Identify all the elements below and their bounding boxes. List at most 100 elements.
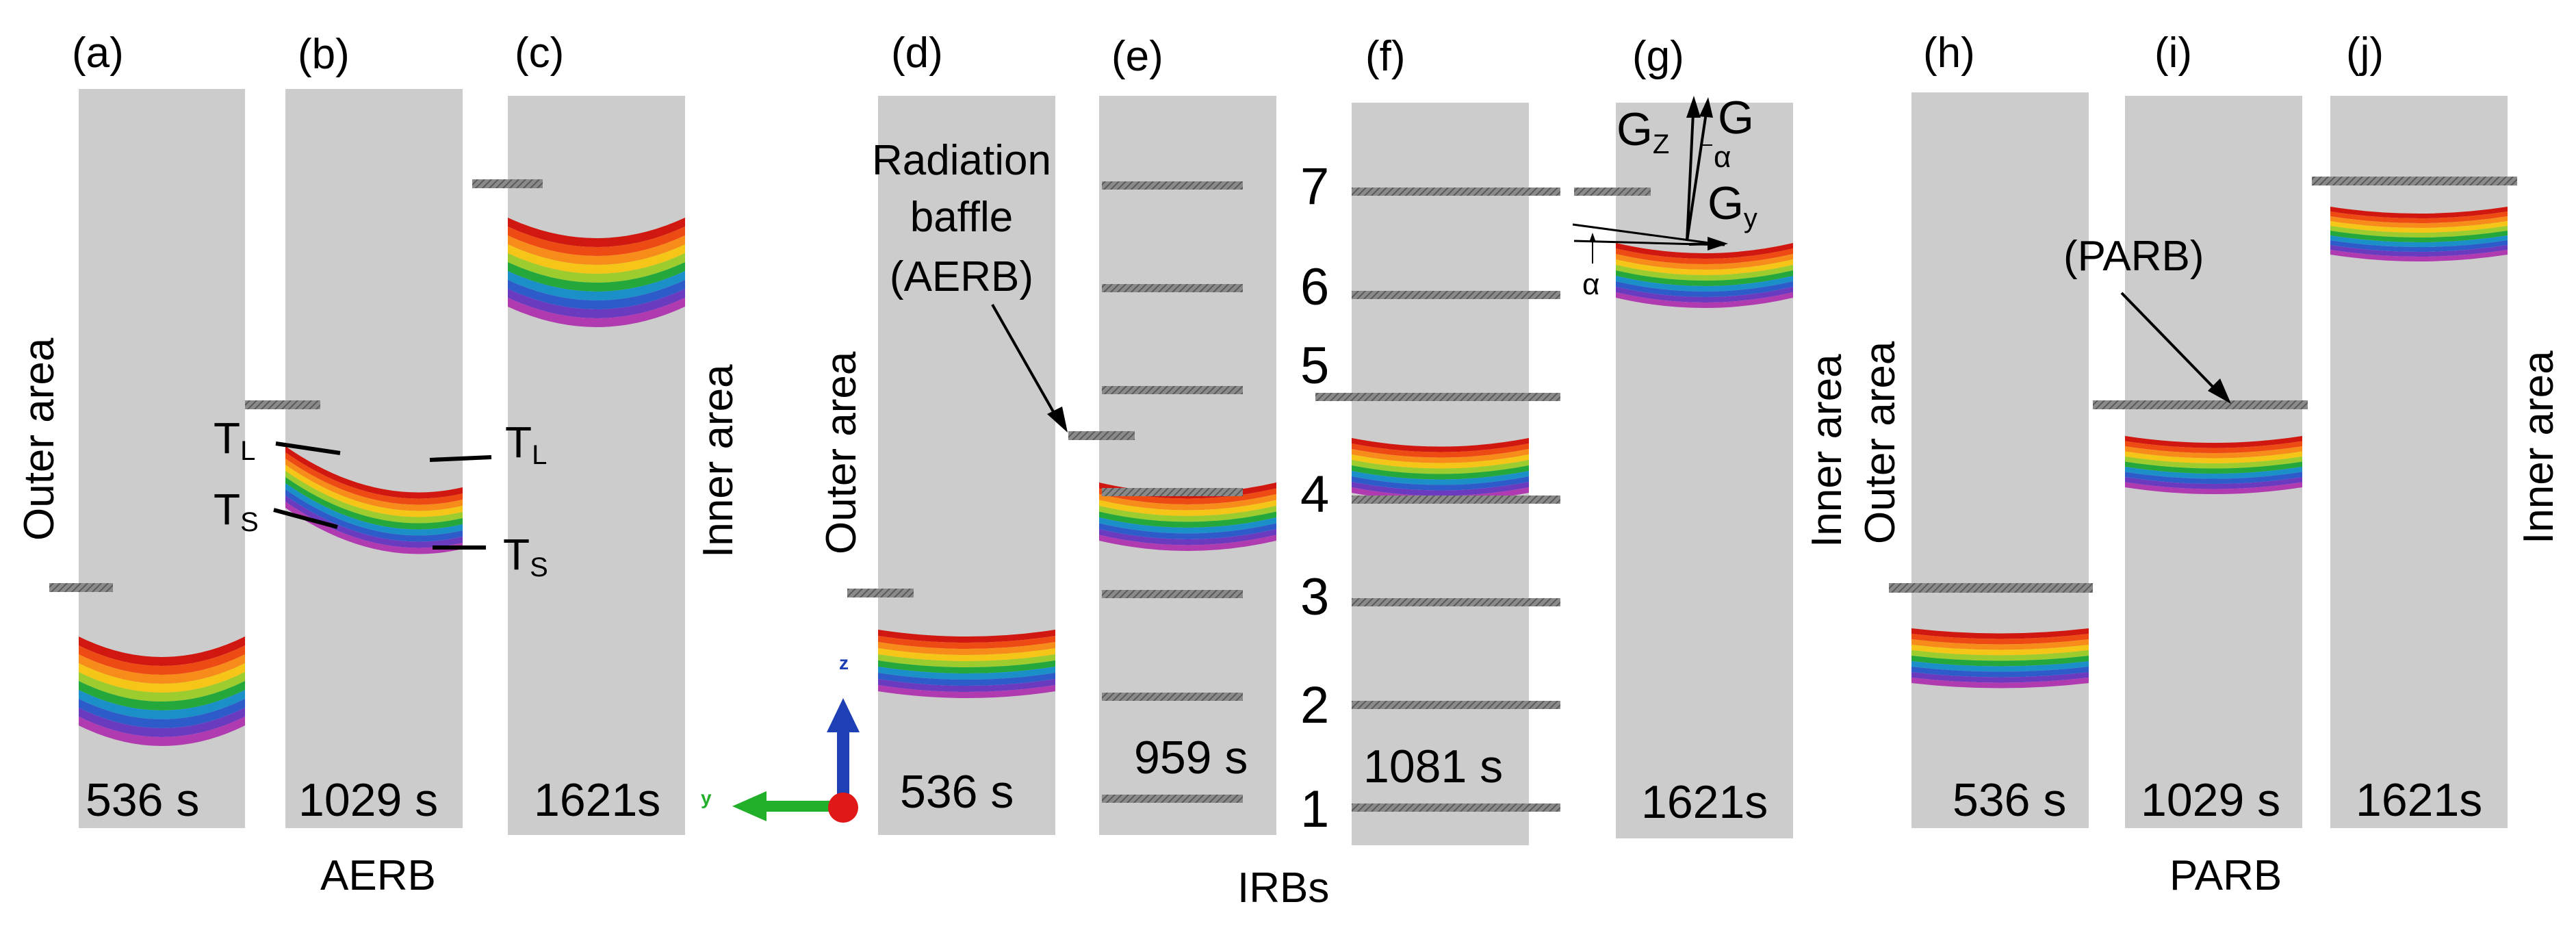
- label-gy: Gy: [1708, 177, 1757, 233]
- isotherm-band: [79, 672, 245, 702]
- isotherm-band: [878, 673, 1055, 686]
- baffle: [1352, 701, 1560, 709]
- radiation-baffle-annotation: Radiation baffle (AERB): [872, 137, 1051, 300]
- rainbow-band-f: [1352, 438, 1529, 502]
- ts-label-left: TS: [214, 485, 259, 537]
- isotherm-band: [285, 452, 463, 505]
- furnace-column: [1616, 103, 1793, 838]
- isotherm-band: [1616, 254, 1793, 270]
- panel-labels: (a) (b) (c) (d) (e) (f) (g) (h) (i) (j): [72, 29, 2384, 80]
- time-g: 1621s: [1641, 776, 1768, 828]
- isotherm-band: [1099, 494, 1276, 511]
- isotherm-band: [1099, 529, 1276, 545]
- time-e: 959 s: [1134, 732, 1248, 784]
- isotherm-band: [1352, 476, 1529, 491]
- rainbow-band-d: [878, 630, 1055, 698]
- isotherm-band: [1911, 634, 2089, 645]
- panel-label-j: (j): [2346, 29, 2384, 77]
- rainbow-band-g: [1616, 243, 1793, 308]
- tl-line-left: [275, 441, 341, 455]
- isotherm-band: [2330, 235, 2508, 247]
- isotherm-band: [878, 660, 1055, 673]
- baffle-number: 7: [1300, 157, 1329, 216]
- baffle: [1574, 188, 1651, 196]
- vector-gz: [1686, 112, 1695, 242]
- baffle: [2093, 400, 2308, 409]
- isotherm-band: [2330, 207, 2508, 218]
- baffle: [472, 179, 543, 188]
- isotherm-band: [508, 280, 685, 309]
- isotherm-band: [285, 489, 463, 542]
- isotherm-band: [508, 271, 685, 300]
- isotherm-band: [2330, 221, 2508, 233]
- isotherm-band: [2125, 456, 2302, 469]
- baffle: [1102, 795, 1243, 803]
- isotherm-band: [508, 253, 685, 283]
- vector-gy-head: [1708, 237, 1728, 250]
- baffle-number: 5: [1300, 337, 1329, 395]
- isotherm-band: [2125, 461, 2302, 474]
- axis-origin: [828, 793, 858, 823]
- isotherm-band: [1099, 511, 1276, 528]
- isotherm-band: [2330, 250, 2508, 261]
- baffle: [1068, 431, 1135, 440]
- baffle-number: 3: [1300, 568, 1329, 626]
- isotherm-markers: TL TL TS TS: [214, 413, 548, 582]
- baffle: [1352, 188, 1560, 196]
- isotherm-band: [508, 244, 685, 274]
- baffle: [1102, 488, 1243, 496]
- furnace-column: [508, 96, 685, 835]
- isotherm-band: [1911, 645, 2089, 656]
- isotherm-band: [2330, 211, 2508, 223]
- isotherm-band: [2125, 467, 2302, 479]
- isotherm-band: [1616, 270, 1793, 286]
- furnace-column: [2330, 96, 2508, 828]
- isotherm-band: [1099, 535, 1276, 551]
- isotherm-band: [79, 681, 245, 710]
- isotherm-band: [2330, 245, 2508, 257]
- isotherm-band: [2330, 226, 2508, 237]
- isotherm-band: [508, 298, 685, 327]
- vector-g: [1686, 112, 1708, 242]
- axis-z-head: [827, 698, 860, 732]
- baffle: [1352, 598, 1560, 606]
- isotherm-band: [878, 667, 1055, 680]
- isotherm-band: [2125, 451, 2302, 463]
- group-label-aerb: AERB: [320, 852, 436, 899]
- panel-label-b: (b): [298, 31, 350, 78]
- isotherm-band: [1099, 506, 1276, 522]
- isotherm-band: [1099, 523, 1276, 539]
- isotherm-band: [285, 465, 463, 517]
- isotherm-band: [508, 227, 685, 256]
- baffle: [1352, 496, 1560, 504]
- area-label-inner: Inner area: [1803, 354, 1851, 548]
- baffle-number: 2: [1300, 676, 1329, 734]
- radiation-baffles: [49, 177, 2517, 812]
- isotherm-band: [1911, 661, 2089, 672]
- isotherm-band: [79, 690, 245, 719]
- isotherm-band: [1911, 656, 2089, 667]
- axis-y-label: y: [701, 787, 712, 808]
- gravity-vectors: G GZ Gy α α: [1572, 92, 1757, 301]
- isotherm-band: [508, 262, 685, 292]
- isotherm-band: [1352, 471, 1529, 485]
- isotherm-band: [2125, 446, 2302, 459]
- rainbow-band-c: [508, 218, 685, 327]
- label-g: G: [1718, 92, 1754, 144]
- group-label-irbs: IRBs: [1237, 864, 1329, 912]
- isotherm-band: [508, 289, 685, 318]
- area-label-inner: Inner area: [2515, 350, 2562, 544]
- isotherm-band: [1911, 650, 2089, 661]
- baffle-numbers: 1 2 3 4 5 6 7: [1300, 157, 1329, 838]
- isotherm-band: [2125, 436, 2302, 448]
- isotherm-band: [1352, 454, 1529, 469]
- isotherm-band: [1352, 443, 1529, 458]
- panel-label-e: (e): [1111, 33, 1163, 80]
- isotherm-band: [79, 699, 245, 728]
- baffle: [1102, 284, 1243, 292]
- vector-g-head: [1699, 97, 1713, 118]
- isotherm-band: [878, 630, 1055, 643]
- baffle: [49, 583, 113, 592]
- isotherm-band: [79, 636, 245, 666]
